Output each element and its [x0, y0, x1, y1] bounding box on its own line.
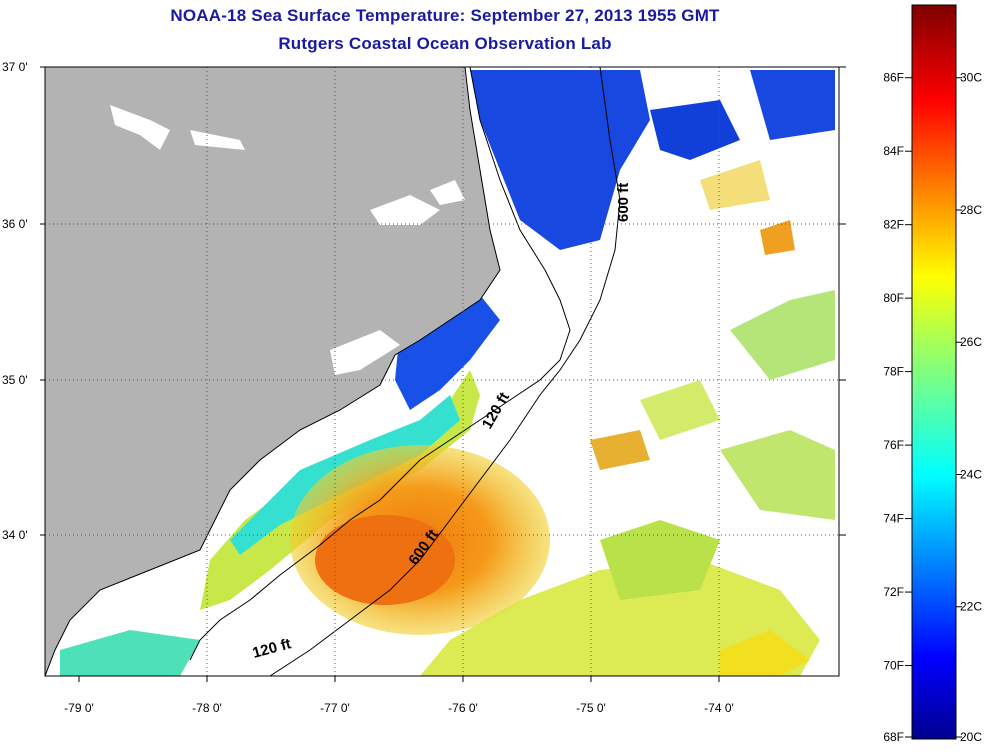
lon-label: -77 0': [320, 701, 350, 715]
colorbar-c-label: 24C: [960, 467, 982, 481]
colorbar-gradient: [911, 4, 957, 740]
grid-lines: [45, 67, 839, 676]
lat-label: 36 0': [2, 217, 28, 231]
colorbar-c-label: 28C: [960, 203, 982, 217]
colorbar-f-label: 84F: [883, 144, 904, 158]
map-frame: [44, 66, 840, 677]
longitude-axis: -79 0' -78 0' -77 0' -76 0' -75 0' -74 0…: [64, 676, 734, 715]
lon-label: -79 0': [64, 701, 94, 715]
lat-label: 35 0': [2, 373, 28, 387]
lon-label: -78 0': [192, 701, 222, 715]
contour-label: 600 ft: [615, 183, 632, 222]
colorbar-c-label: 20C: [960, 730, 982, 744]
sst-layer: [45, 67, 839, 676]
colorbar-f-label: 82F: [883, 218, 904, 232]
map-title: NOAA-18 Sea Surface Temperature: Septemb…: [170, 6, 720, 25]
lon-label: -74 0': [704, 701, 734, 715]
colorbar-f-label: 74F: [883, 512, 904, 526]
lon-label: -76 0': [448, 701, 478, 715]
colorbar-c-label: 30C: [960, 71, 982, 85]
colorbar-f-label: 76F: [883, 438, 904, 452]
colorbar-f-label: 72F: [883, 585, 904, 599]
colorbar-f-label: 68F: [883, 730, 904, 744]
lat-label: 37 0': [2, 60, 28, 74]
latitude-axis: 37 0' 36 0' 35 0' 34 0': [2, 60, 846, 542]
colorbar-f-label: 86F: [883, 71, 904, 85]
colorbar-f-label: 80F: [883, 291, 904, 305]
colorbar-c-label: 22C: [960, 600, 982, 614]
lon-label: -75 0': [576, 701, 606, 715]
lat-label: 34 0': [2, 528, 28, 542]
colorbar-c-label: 26C: [960, 335, 982, 349]
colorbar-f-label: 70F: [883, 659, 904, 673]
map-subtitle: Rutgers Coastal Ocean Observation Lab: [278, 34, 612, 53]
colorbar-f-label: 78F: [883, 365, 904, 379]
colorbar: 86F 84F 82F 80F 78F 76F 74F 72F 70F 68F 30C 28C 26C 2…: [883, 4, 982, 744]
